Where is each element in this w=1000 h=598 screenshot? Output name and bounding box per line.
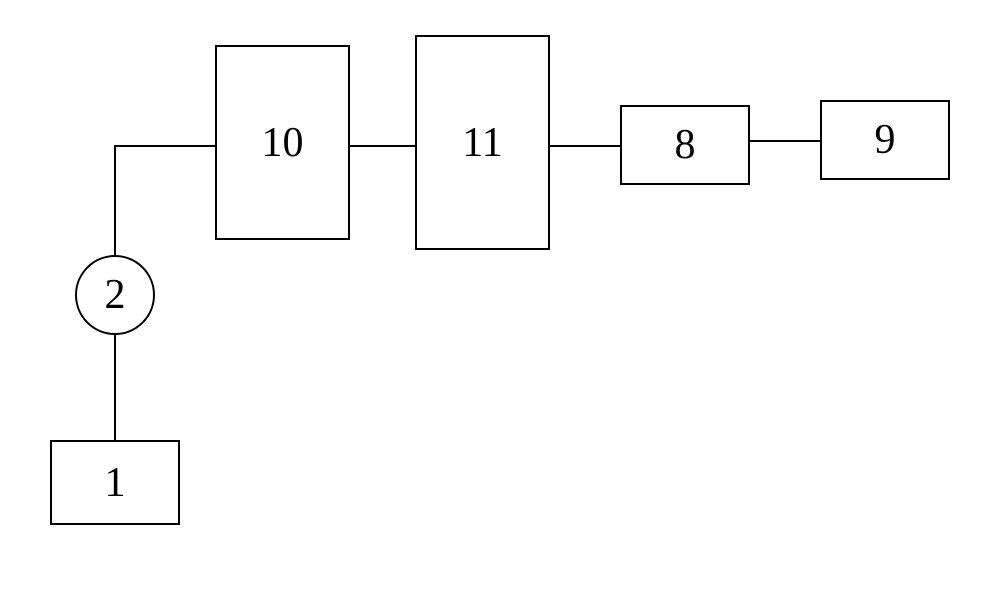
node-label-n8: 8 <box>675 124 696 166</box>
edge-n11-n8 <box>550 145 620 147</box>
node-label-n11: 11 <box>462 122 502 164</box>
node-n10: 10 <box>215 45 350 240</box>
edge-n2-n10 <box>114 145 215 147</box>
node-n8: 8 <box>620 105 750 185</box>
node-label-n9: 9 <box>875 119 896 161</box>
edge-n8-n9 <box>750 140 820 142</box>
node-n1: 1 <box>50 440 180 525</box>
node-n2: 2 <box>75 255 155 335</box>
edge-n10-n11 <box>350 145 415 147</box>
node-label-n1: 1 <box>105 462 126 504</box>
node-n9: 9 <box>820 100 950 180</box>
node-n11: 11 <box>415 35 550 250</box>
edge-n2-n10 <box>114 145 116 255</box>
node-label-n10: 10 <box>262 122 304 164</box>
node-label-n2: 2 <box>105 274 126 316</box>
edge-n1-n2 <box>114 335 116 440</box>
